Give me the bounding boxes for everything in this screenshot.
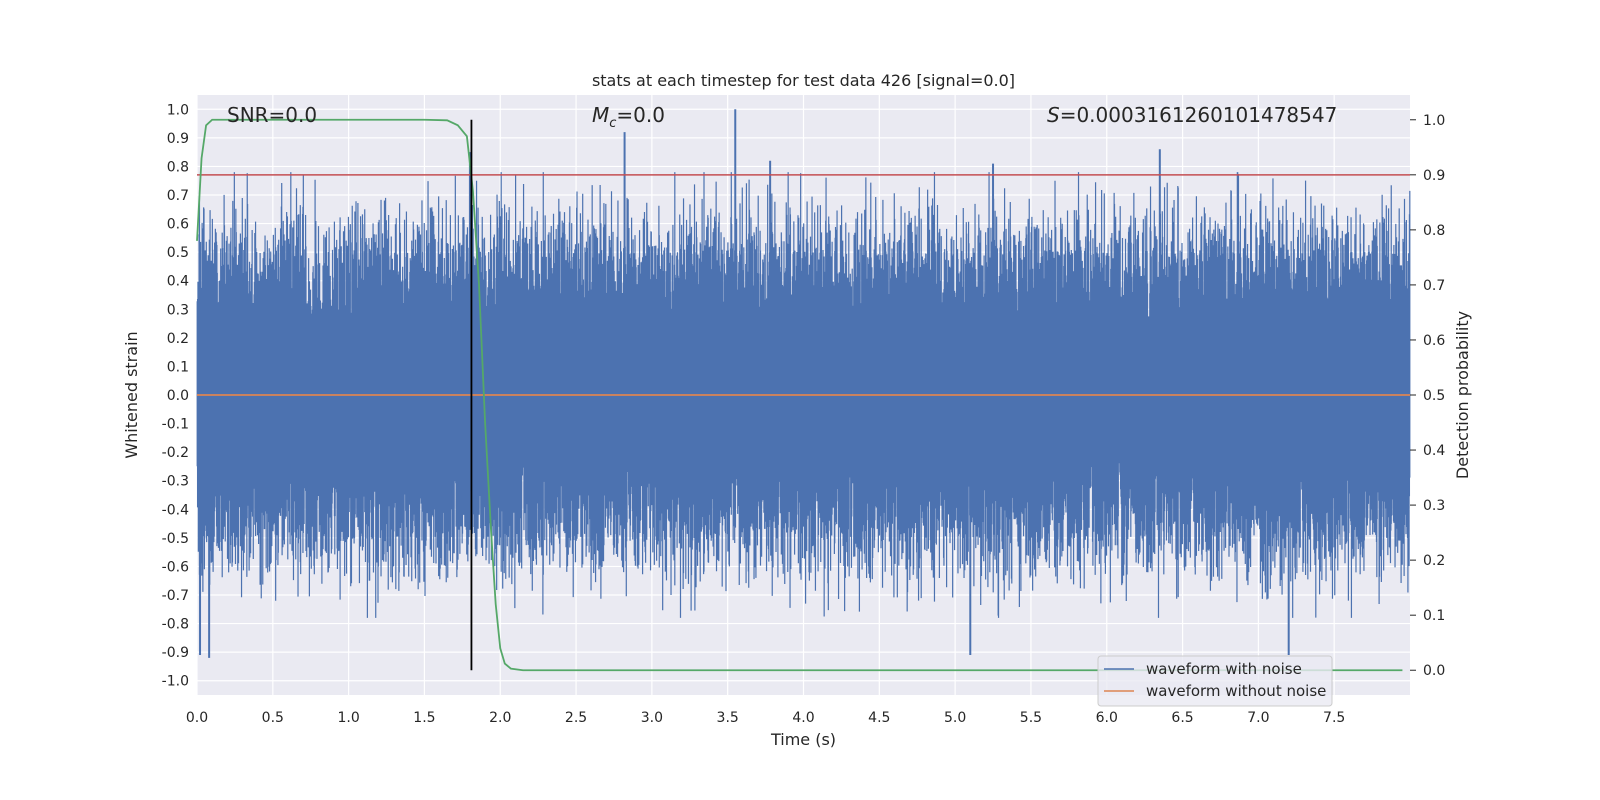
y-tick-label: -0.3 (162, 474, 189, 490)
y-tick-label: -0.8 (162, 617, 189, 633)
y-tick-label: -0.6 (162, 559, 189, 575)
s-symbol: S (1047, 103, 1060, 127)
legend-label-waveform-with-noise: waveform with noise (1146, 660, 1302, 678)
y-tick-label: 0.0 (167, 388, 189, 404)
x-tick-label: 7.0 (1247, 710, 1269, 726)
y2-axis-label: Detection probability (1453, 311, 1472, 479)
y-tick-label: 0.9 (167, 131, 189, 147)
y-axis-ticks: 1.0 0.9 0.8 0.7 0.6 0.5 0.4 0.3 0.2 0.1 0.0 -0.1 -0.… (162, 102, 189, 689)
y2-tick-label: 0.1 (1423, 608, 1445, 624)
y-tick-label: 1.0 (167, 102, 189, 118)
mc-value: =0.0 (616, 103, 665, 127)
y-tick-label: 0.1 (167, 359, 189, 375)
waveform-with-noise-series (196, 109, 1411, 658)
y-axis-label: Whitened strain (122, 331, 141, 458)
legend-box (1097, 655, 1333, 707)
overlay-lines (196, 118, 1410, 672)
x-tick-label: 5.0 (944, 710, 966, 726)
y-tick-label: -0.2 (162, 445, 189, 461)
y-tick-label: -1.0 (162, 674, 189, 690)
y-tick-label: 0.7 (167, 188, 189, 204)
s-statistic-annotation: S=0.0003161260101478547 (1047, 103, 1337, 127)
y-tick-label: 0.2 (167, 331, 189, 347)
legend: waveform with noise waveform without noi… (1097, 655, 1333, 707)
y2-tick-label: 0.2 (1423, 553, 1445, 569)
y-tick-label: -0.5 (162, 531, 189, 547)
y2-tick-label: 0.7 (1423, 278, 1445, 294)
x-tick-label: 3.0 (641, 710, 663, 726)
snr-annotation: SNR=0.0 (227, 103, 317, 127)
x-tick-label: 0.0 (186, 710, 208, 726)
x-tick-label: 1.5 (413, 710, 435, 726)
x-tick-label: 2.0 (489, 710, 511, 726)
x-axis-label: Time (s) (770, 730, 836, 749)
x-tick-label: 7.5 (1323, 710, 1345, 726)
y2-tick-label: 0.4 (1423, 443, 1445, 459)
y2-tick-label: 0.8 (1423, 223, 1445, 239)
y-tick-label: 0.3 (167, 302, 189, 318)
chart-title: stats at each timestep for test data 426… (592, 71, 1015, 90)
x-tick-label: 6.5 (1171, 710, 1193, 726)
y-tick-label: 0.8 (167, 159, 189, 175)
y2-tick-label: 1.0 (1423, 113, 1445, 129)
y2-tick-label: 0.6 (1423, 333, 1445, 349)
legend-label-waveform-without-noise: waveform without noise (1146, 682, 1326, 700)
x-tick-label: 5.5 (1020, 710, 1042, 726)
x-tick-label: 4.5 (868, 710, 890, 726)
x-tick-label: 4.0 (792, 710, 814, 726)
x-tick-label: 6.0 (1096, 710, 1118, 726)
y2-tick-label: 0.5 (1423, 388, 1445, 404)
x-tick-label: 3.5 (717, 710, 739, 726)
y-tick-label: -0.7 (162, 588, 189, 604)
y2-axis-ticks: 1.0 0.9 0.8 0.7 0.6 0.5 0.4 0.3 0.2 0.1 0.0 (1410, 113, 1445, 679)
y2-tick-label: 0.9 (1423, 168, 1445, 184)
mc-symbol: M (592, 103, 609, 127)
detection-probability-line (196, 118, 1403, 672)
y-tick-label: 0.5 (167, 245, 189, 261)
y-tick-label: -0.4 (162, 502, 189, 518)
y-tick-label: -0.1 (162, 417, 189, 433)
x-tick-label: 1.0 (337, 710, 359, 726)
x-axis-ticks: 0.0 0.5 1.0 1.5 2.0 2.5 3.0 3.5 4.0 4.5 5.0 5.5 6.0 6… (186, 710, 1345, 726)
chirp-mass-annotation: Mc=0.0 (592, 103, 665, 131)
mc-subscript: c (609, 116, 616, 131)
y-tick-label: 0.4 (167, 274, 189, 290)
y-tick-label: 0.6 (167, 217, 189, 233)
x-tick-label: 0.5 (262, 710, 284, 726)
x-tick-label: 2.5 (565, 710, 587, 726)
y2-tick-label: 0.0 (1423, 663, 1445, 679)
y-tick-label: -0.9 (162, 645, 189, 661)
s-value: =0.0003161260101478547 (1060, 103, 1338, 127)
y2-tick-label: 0.3 (1423, 498, 1445, 514)
